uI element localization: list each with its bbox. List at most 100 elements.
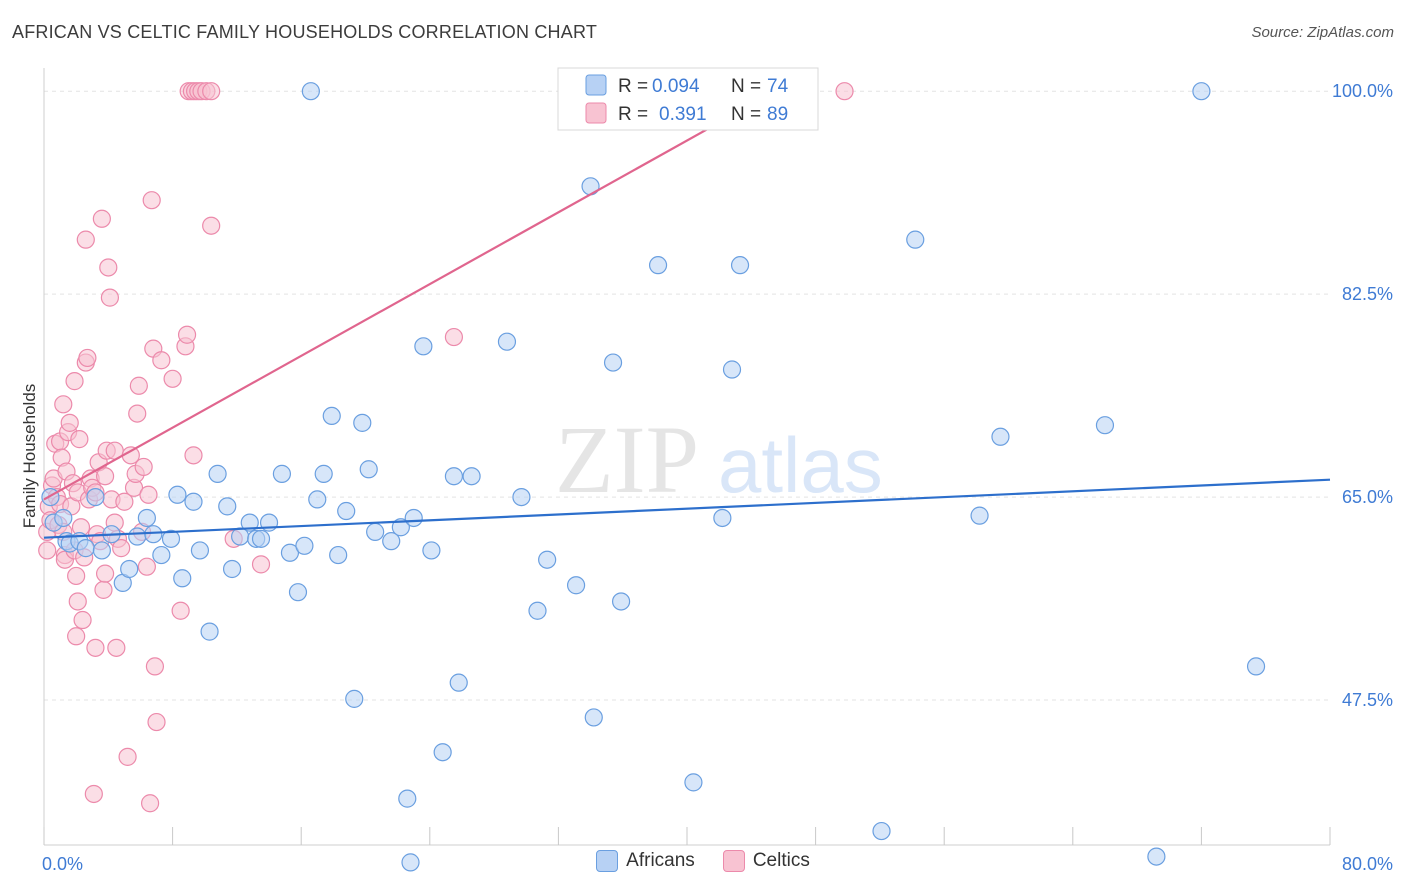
celtic-point-46	[95, 564, 115, 583]
african-point-73	[1095, 416, 1115, 435]
legend-label-celtics: Celtics	[752, 850, 810, 871]
celtic-point-67	[140, 794, 160, 813]
celtic-point-79	[184, 446, 203, 465]
celtic-point-53	[107, 638, 126, 657]
african-point-17	[168, 485, 187, 504]
african-point-72	[991, 427, 1010, 446]
african-point-45	[391, 518, 410, 537]
african-point-47	[401, 853, 420, 872]
celtic-point-1	[38, 541, 57, 560]
african-point-33	[295, 536, 314, 555]
y-tick-label-1: 65.0%	[1342, 487, 1393, 507]
y-axis-label: Family Households	[20, 384, 39, 529]
axes	[43, 68, 1331, 846]
celtic-point-18	[60, 413, 79, 432]
watermark-atlas: atlas	[718, 421, 883, 509]
legend-swatch-africans	[596, 850, 619, 872]
celtic-point-37	[84, 784, 103, 804]
african-point-38	[329, 545, 348, 565]
african-point-66	[713, 508, 732, 528]
african-point-64	[648, 256, 668, 275]
african-point-16	[161, 529, 181, 548]
african-point-55	[497, 332, 517, 351]
legend-bottom: Africans Celtics	[0, 850, 1406, 872]
legend-celtics-swatch	[585, 102, 607, 124]
y-tick-label-2: 82.5%	[1342, 284, 1393, 304]
celtic-point-45	[95, 467, 115, 486]
african-point-34	[301, 82, 320, 101]
african-point-75	[1192, 82, 1211, 101]
african-point-15	[152, 545, 171, 565]
african-point-7	[86, 487, 105, 507]
african-point-54	[462, 467, 481, 486]
gridlines	[44, 90, 1330, 701]
african-point-65	[684, 773, 703, 792]
african-point-23	[218, 497, 237, 516]
african-point-69	[872, 821, 891, 841]
african-point-52	[444, 467, 464, 486]
african-point-37	[322, 406, 341, 426]
african-point-32	[288, 583, 308, 602]
celtic-point-88	[444, 327, 464, 347]
african-point-58	[538, 550, 557, 569]
african-point-74	[1147, 847, 1166, 866]
african-point-26	[240, 513, 259, 532]
celtic-point-39	[86, 638, 105, 657]
africans-points	[41, 82, 1266, 872]
african-point-39	[337, 501, 356, 521]
african-point-56	[512, 487, 531, 507]
celtic-point-49	[100, 288, 120, 307]
african-point-68	[730, 256, 750, 275]
african-point-46	[398, 789, 417, 808]
african-point-70	[906, 230, 925, 249]
african-point-36	[314, 464, 333, 483]
legend-top: R = 0.094 N = 74 R = 0.391 N = 89	[557, 67, 819, 131]
african-point-71	[970, 506, 989, 525]
celtic-point-70	[145, 657, 165, 676]
african-point-21	[200, 622, 219, 641]
chart-title: AFRICAN VS CELTIC FAMILY HOUSEHOLDS CORR…	[12, 22, 598, 42]
african-point-76	[1246, 657, 1266, 676]
celtic-point-55	[112, 539, 131, 558]
african-point-14	[144, 525, 163, 544]
african-point-35	[308, 490, 327, 509]
celtic-point-61	[128, 404, 147, 423]
celtic-point-74	[171, 601, 190, 620]
african-point-49	[414, 337, 433, 356]
celtic-point-65	[137, 557, 156, 576]
celtic-point-87	[251, 555, 271, 574]
african-point-0	[41, 487, 60, 507]
celtic-point-12	[54, 395, 73, 414]
tick-labels: 47.5% 65.0% 82.5% 100.0% 0.0% 80.0%	[42, 81, 1393, 874]
x-tick-label-1: 80.0%	[1342, 854, 1393, 874]
celtic-point-66	[139, 485, 158, 504]
legend-swatch-celtics	[722, 850, 745, 872]
african-point-19	[184, 492, 203, 511]
celtic-point-29	[73, 610, 92, 630]
african-point-67	[722, 360, 742, 379]
african-trend-line	[43, 478, 1331, 539]
x-tick-label-0: 0.0%	[42, 854, 83, 874]
african-point-2	[54, 508, 73, 528]
celtic-point-32	[76, 230, 95, 249]
celtic-point-24	[67, 627, 86, 646]
celtic-point-68	[142, 191, 161, 210]
watermark-zip: ZIP	[555, 406, 699, 513]
celtic-point-57	[118, 747, 137, 766]
legend-celtics-r-value: 0.391	[659, 104, 707, 125]
african-point-50	[422, 541, 441, 560]
legend-label-africans: Africans	[626, 850, 695, 871]
celtic-point-23	[67, 566, 86, 586]
celtic-point-64	[134, 457, 153, 477]
african-point-22	[208, 464, 227, 483]
african-point-59	[566, 576, 586, 595]
celtic-point-44	[94, 580, 113, 599]
chart-source: Source: ZipAtlas.com	[1251, 24, 1394, 41]
legend-celtics-n-value: 89	[767, 104, 788, 125]
celtic-point-25	[68, 592, 87, 611]
legend-item-celtics: Celtics	[722, 850, 810, 872]
african-point-53	[449, 673, 468, 692]
celtic-point-85	[202, 216, 221, 235]
legend-africans-swatch	[585, 74, 607, 96]
y-tick-label-3: 100.0%	[1332, 81, 1393, 101]
